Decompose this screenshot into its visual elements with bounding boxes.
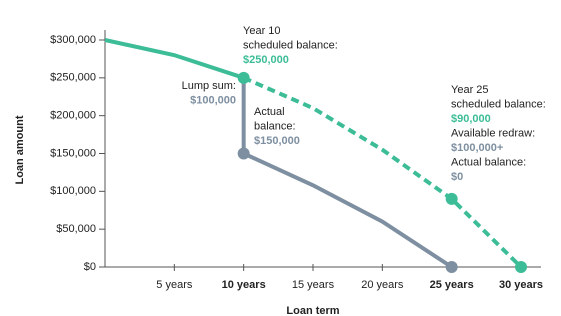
y-tick-label: $250,000 [50, 72, 96, 84]
point-marker [237, 147, 250, 160]
y-tick-label: $0 [84, 261, 96, 273]
x-tick-label: 30 years [499, 279, 543, 291]
x-tick-label: 25 years [430, 279, 474, 291]
annotation: Year 25 [451, 84, 489, 96]
y-tick-label: $100,000 [50, 185, 96, 197]
x-tick-label: 20 years [361, 279, 404, 291]
series-line [242, 76, 523, 269]
annotation: Available redraw: [451, 127, 535, 139]
annotation: scheduled balance: [243, 39, 338, 51]
annotation: $100,000+ [451, 142, 503, 154]
annotation: scheduled balance: [451, 98, 546, 110]
point-marker [445, 261, 458, 273]
point-marker [445, 192, 458, 205]
series-line [104, 38, 245, 80]
annotation: Actual balance: [451, 156, 526, 168]
point-marker [237, 71, 250, 84]
y-tick-label: $50,000 [56, 223, 96, 235]
y-tick-label: $200,000 [50, 110, 96, 122]
annotation: Actual [254, 106, 285, 118]
x-tick-label: 5 years [156, 279, 193, 291]
x-tick-label: 10 years [222, 279, 266, 291]
annotation: balance: [254, 120, 296, 132]
point-marker [515, 261, 527, 273]
annotation: $100,000 [190, 94, 236, 106]
annotation: $90,000 [451, 113, 491, 125]
y-axis-label: Loan amount [14, 115, 26, 184]
annotation: $250,000 [243, 54, 289, 66]
y-tick-label: $300,000 [50, 34, 96, 46]
annotation: $150,000 [254, 135, 300, 147]
annotation: Year 10 [243, 25, 281, 37]
annotation: Lump sum: [182, 80, 236, 92]
y-tick-label: $150,000 [50, 147, 96, 159]
series-line [241, 77, 453, 269]
x-tick-label: 15 years [292, 279, 335, 291]
x-axis-label: Loan term [286, 305, 339, 316]
annotation: $0 [451, 171, 463, 183]
